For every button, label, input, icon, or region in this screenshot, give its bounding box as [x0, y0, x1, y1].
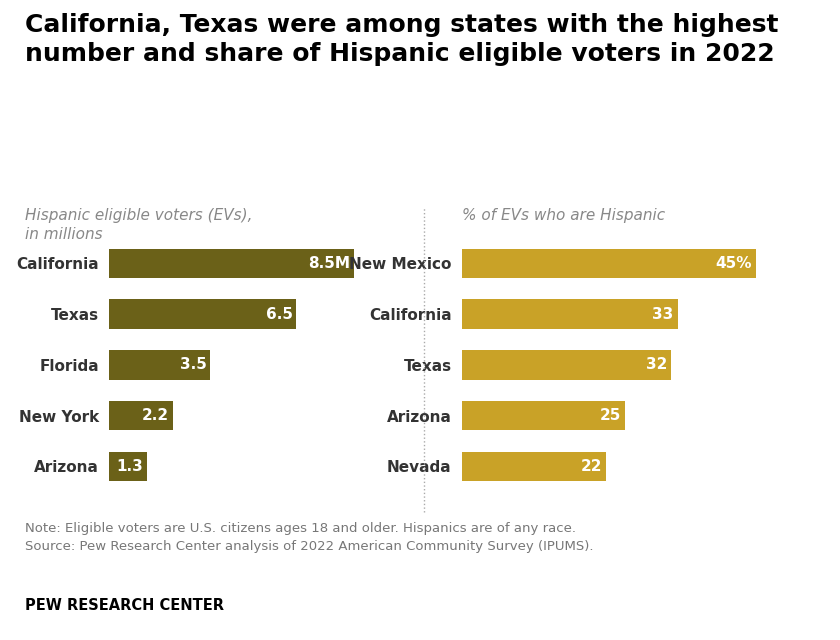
- Text: 8.5M: 8.5M: [308, 256, 350, 271]
- Text: 45%: 45%: [716, 256, 752, 271]
- Bar: [109, 452, 147, 481]
- Text: Hispanic eligible voters (EVs),
in millions: Hispanic eligible voters (EVs), in milli…: [25, 208, 253, 242]
- Text: 33: 33: [653, 307, 674, 321]
- Text: 6.5: 6.5: [266, 307, 293, 321]
- Bar: [109, 300, 297, 329]
- Bar: [462, 452, 606, 481]
- Text: % of EVs who are Hispanic: % of EVs who are Hispanic: [462, 208, 665, 223]
- Text: 32: 32: [646, 357, 667, 372]
- Text: 25: 25: [600, 408, 622, 423]
- Bar: [109, 249, 354, 278]
- Text: California, Texas were among states with the highest
number and share of Hispani: California, Texas were among states with…: [25, 13, 779, 65]
- Bar: [109, 401, 172, 430]
- Bar: [462, 401, 625, 430]
- Text: 1.3: 1.3: [117, 459, 143, 474]
- Bar: [462, 300, 678, 329]
- Text: 2.2: 2.2: [142, 408, 169, 423]
- Text: 3.5: 3.5: [180, 357, 207, 372]
- Bar: [462, 350, 671, 380]
- Bar: [462, 249, 756, 278]
- Text: PEW RESEARCH CENTER: PEW RESEARCH CENTER: [25, 598, 224, 613]
- Text: Note: Eligible voters are U.S. citizens ages 18 and older. Hispanics are of any : Note: Eligible voters are U.S. citizens …: [25, 522, 594, 552]
- Bar: [109, 350, 210, 380]
- Text: 22: 22: [580, 459, 601, 474]
